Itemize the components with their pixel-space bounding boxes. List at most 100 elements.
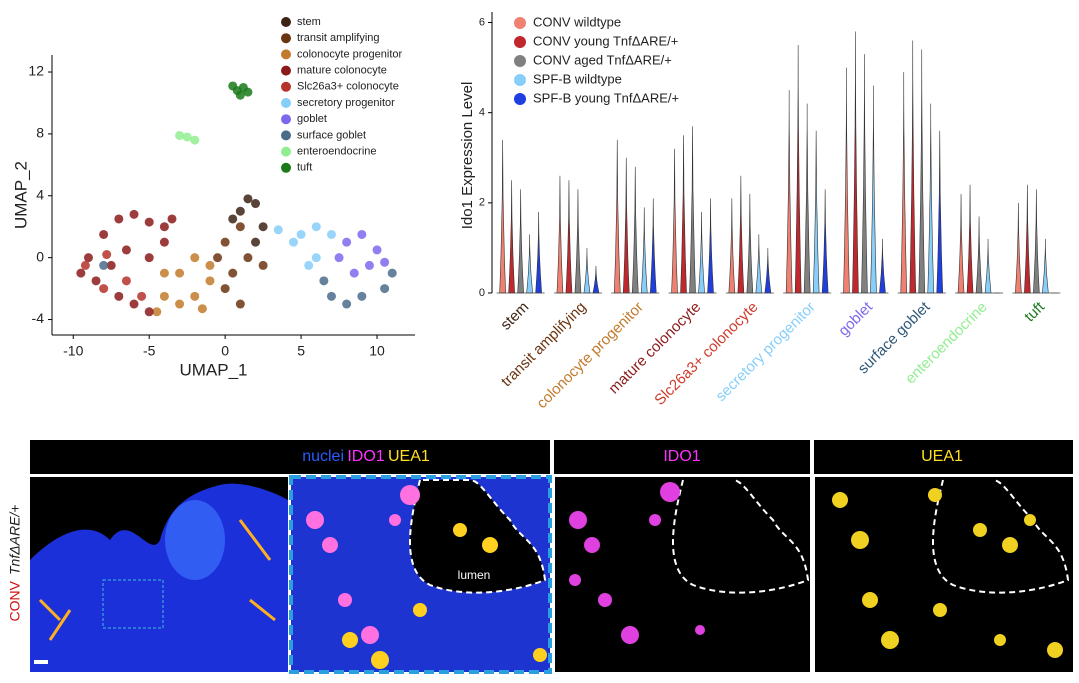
violin xyxy=(565,180,573,294)
point xyxy=(190,291,200,301)
uea1-cells xyxy=(832,488,1063,658)
legend-label: SPF-B wildtype xyxy=(533,71,622,86)
point xyxy=(380,257,390,267)
tissue xyxy=(165,500,225,580)
violin xyxy=(843,67,850,294)
point xyxy=(288,237,298,247)
point xyxy=(144,307,154,317)
point xyxy=(129,209,139,219)
point xyxy=(342,299,352,309)
violin xyxy=(737,175,745,294)
row-label: CONV TnfΔARE/+ xyxy=(7,505,23,622)
violin xyxy=(1024,184,1031,294)
point xyxy=(372,245,382,255)
violin xyxy=(966,184,974,294)
point xyxy=(137,291,147,301)
point xyxy=(228,214,238,224)
lumen-label: lumen xyxy=(458,568,491,582)
point xyxy=(121,276,131,286)
violin xyxy=(631,166,639,294)
point xyxy=(349,268,359,278)
y-tick-label: 0 xyxy=(479,287,485,299)
point xyxy=(190,253,200,263)
point xyxy=(243,253,253,263)
legend-swatch xyxy=(514,17,526,29)
legend-swatch xyxy=(514,93,526,105)
x-tick-label: 10 xyxy=(369,343,385,359)
y-tick-label: 4 xyxy=(479,107,485,119)
violin xyxy=(918,49,926,294)
lumen xyxy=(409,479,547,594)
violin xyxy=(909,40,917,294)
category-label: goblet xyxy=(835,298,877,340)
violin xyxy=(900,72,908,294)
violin xyxy=(728,198,736,294)
point xyxy=(304,260,314,270)
legend-swatch xyxy=(281,162,291,173)
x-tick-label: 0 xyxy=(221,343,229,359)
point xyxy=(357,291,367,301)
point xyxy=(380,284,390,294)
point xyxy=(114,214,124,224)
point xyxy=(251,237,261,247)
violin xyxy=(852,31,859,294)
point xyxy=(311,253,321,263)
legend-label: CONV aged TnfΔARE/+ xyxy=(533,52,672,67)
inset-box xyxy=(102,579,164,629)
x-tick-label: 5 xyxy=(297,343,305,359)
point xyxy=(357,229,367,239)
violin xyxy=(794,45,802,294)
point xyxy=(235,90,245,100)
point xyxy=(220,237,230,247)
legend-label: stem xyxy=(297,16,321,28)
panel-title: UEA1 xyxy=(921,448,963,465)
stain-label: UEA1 xyxy=(388,448,430,465)
point xyxy=(273,225,283,235)
point xyxy=(152,307,162,317)
row-label-genotype: TnfΔARE/+ xyxy=(7,505,23,575)
legend-swatch xyxy=(281,81,291,92)
violin xyxy=(861,54,868,294)
point xyxy=(175,299,185,309)
violin xyxy=(649,198,657,294)
violin xyxy=(526,234,533,294)
legend-label: surface goblet xyxy=(297,129,366,141)
violin xyxy=(613,139,621,294)
violin xyxy=(640,207,648,294)
violin xyxy=(785,90,793,294)
violin xyxy=(755,234,763,294)
point xyxy=(197,304,207,314)
point xyxy=(129,299,139,309)
legend-label: SPF-B young TnfΔARE/+ xyxy=(533,90,679,105)
x-axis-label: UMAP_1 xyxy=(179,360,247,379)
y-tick-label: 8 xyxy=(36,125,44,141)
violin xyxy=(508,180,515,294)
y-axis-label: Ido1 Expression Level xyxy=(459,82,476,230)
violin xyxy=(574,189,582,294)
legend-label: Slc26a3+ colonocyte xyxy=(297,81,399,93)
legend-swatch xyxy=(281,33,291,44)
violin xyxy=(879,238,886,294)
category-label: Slc26a3+ colonocyte xyxy=(651,299,761,409)
legend-label: CONV wildtype xyxy=(533,14,621,29)
point xyxy=(106,260,116,270)
point xyxy=(228,268,238,278)
category-label: colonocyte progenitor xyxy=(533,299,646,412)
point xyxy=(182,132,192,142)
violin xyxy=(764,247,772,294)
uea1-stain xyxy=(38,519,276,641)
category-label: secretory progenitor xyxy=(712,299,818,405)
violin xyxy=(535,211,542,294)
point xyxy=(102,250,112,260)
y-tick-label: 0 xyxy=(36,248,44,264)
violin xyxy=(671,148,678,294)
point xyxy=(319,276,329,286)
legend-swatch xyxy=(514,55,526,67)
legend-swatch xyxy=(281,114,291,125)
legend-swatch xyxy=(281,49,291,60)
uea1-cells xyxy=(342,523,547,669)
legend-label: tuft xyxy=(297,162,312,174)
point xyxy=(220,284,230,294)
